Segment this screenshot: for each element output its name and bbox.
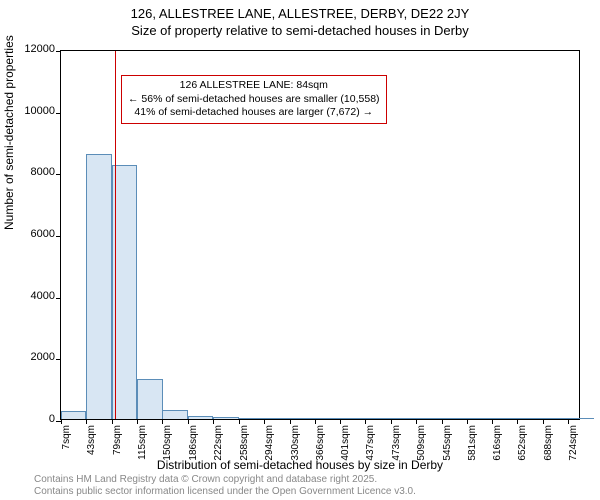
x-tick-label: 79sqm [112, 425, 123, 455]
y-tick-label: 10000 [24, 105, 55, 117]
x-tick-mark [188, 419, 189, 424]
histogram-bar [442, 418, 467, 419]
x-tick-mark [239, 419, 240, 424]
x-tick-label: 366sqm [315, 425, 326, 461]
x-tick-label: 401sqm [340, 425, 351, 461]
chart-title: 126, ALLESTREE LANE, ALLESTREE, DERBY, D… [0, 0, 600, 40]
y-tick-label: 2000 [31, 351, 55, 363]
x-tick-label: 222sqm [213, 425, 224, 461]
y-tick-mark [56, 51, 61, 52]
x-tick-mark [264, 419, 265, 424]
title-line1: 126, ALLESTREE LANE, ALLESTREE, DERBY, D… [0, 6, 600, 23]
x-tick-label: 186sqm [188, 425, 199, 461]
histogram-bar [264, 418, 289, 419]
x-tick-label: 616sqm [492, 425, 503, 461]
x-tick-mark [61, 419, 62, 424]
histogram-bar [492, 418, 517, 419]
x-tick-mark [416, 419, 417, 424]
histogram-bar [416, 418, 441, 419]
annotation-box: 126 ALLESTREE LANE: 84sqm ← 56% of semi-… [121, 75, 387, 124]
x-tick-mark [340, 419, 341, 424]
histogram-bar [517, 418, 542, 419]
annotation-line1: 126 ALLESTREE LANE: 84sqm [128, 79, 380, 93]
y-tick-label: 4000 [31, 290, 55, 302]
reference-line [115, 51, 116, 419]
x-tick-label: 43sqm [86, 425, 97, 455]
x-tick-label: 294sqm [264, 425, 275, 461]
histogram-bar [86, 154, 111, 419]
footer-line1: Contains HM Land Registry data © Crown c… [34, 474, 416, 486]
x-tick-mark [492, 419, 493, 424]
x-tick-mark [86, 419, 87, 424]
x-tick-mark [365, 419, 366, 424]
x-tick-mark [162, 419, 163, 424]
histogram-bar [543, 418, 568, 419]
y-tick-label: 12000 [24, 43, 55, 55]
x-tick-label: 258sqm [239, 425, 250, 461]
y-tick-mark [56, 113, 61, 114]
plot-area: 126 ALLESTREE LANE: 84sqm ← 56% of semi-… [60, 50, 580, 420]
x-tick-label: 115sqm [137, 425, 148, 460]
histogram-bar [568, 418, 593, 419]
histogram-bar [290, 418, 315, 419]
histogram-bar [162, 410, 187, 419]
histogram-bar [137, 379, 162, 419]
annotation-line3: 41% of semi-detached houses are larger (… [128, 106, 380, 120]
x-tick-mark [290, 419, 291, 424]
y-tick-label: 6000 [31, 228, 55, 240]
histogram-bar [239, 418, 264, 419]
x-tick-label: 7sqm [61, 425, 72, 449]
x-tick-mark [315, 419, 316, 424]
footer-attribution: Contains HM Land Registry data © Crown c… [34, 474, 416, 498]
histogram-bar [188, 416, 213, 419]
x-tick-label: 473sqm [391, 425, 402, 461]
x-tick-mark [137, 419, 138, 424]
x-tick-mark [213, 419, 214, 424]
x-tick-mark [112, 419, 113, 424]
footer-line2: Contains public sector information licen… [34, 486, 416, 498]
x-tick-mark [517, 419, 518, 424]
histogram-bar [315, 418, 340, 419]
x-tick-label: 652sqm [517, 425, 528, 461]
y-tick-mark [56, 236, 61, 237]
annotation-line2: ← 56% of semi-detached houses are smalle… [128, 93, 380, 107]
x-tick-mark [568, 419, 569, 424]
x-tick-label: 437sqm [365, 425, 376, 461]
y-tick-label: 0 [49, 413, 55, 425]
histogram-bar [213, 417, 238, 419]
x-tick-mark [467, 419, 468, 424]
x-tick-label: 509sqm [416, 425, 427, 461]
histogram-bar [340, 418, 365, 419]
y-tick-mark [56, 298, 61, 299]
y-tick-mark [56, 174, 61, 175]
histogram-bar [365, 418, 390, 419]
x-tick-label: 330sqm [290, 425, 301, 461]
x-tick-mark [543, 419, 544, 424]
x-tick-mark [391, 419, 392, 424]
x-tick-label: 688sqm [543, 425, 554, 461]
histogram-bar [467, 418, 492, 419]
y-axis-label: Number of semi-detached properties [2, 35, 16, 230]
x-tick-label: 581sqm [467, 425, 478, 461]
x-tick-mark [442, 419, 443, 424]
y-tick-mark [56, 359, 61, 360]
histogram-bar [391, 418, 416, 419]
x-axis-label: Distribution of semi-detached houses by … [0, 458, 600, 472]
title-line2: Size of property relative to semi-detach… [0, 23, 600, 40]
x-tick-label: 724sqm [568, 425, 579, 461]
histogram-bar [61, 411, 86, 419]
x-tick-label: 150sqm [162, 425, 173, 461]
y-tick-label: 8000 [31, 166, 55, 178]
x-tick-label: 545sqm [442, 425, 453, 461]
